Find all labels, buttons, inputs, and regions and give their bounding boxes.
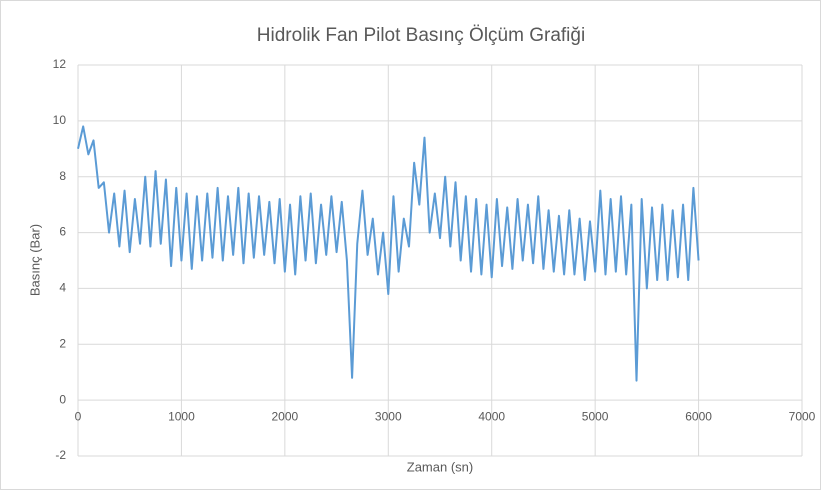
y-tick-label: 10 <box>53 113 67 127</box>
x-tick-label: 3000 <box>375 409 402 423</box>
x-tick-label: 0 <box>75 409 82 423</box>
y-axis-title: Basınç (Bar) <box>27 224 42 296</box>
x-tick-label: 7000 <box>789 409 816 423</box>
y-tick-label: 8 <box>59 169 66 183</box>
x-tick-label: 5000 <box>582 409 609 423</box>
x-tick-label: 1000 <box>168 409 195 423</box>
x-tick-label: 6000 <box>685 409 712 423</box>
y-tick-label: 12 <box>53 57 67 71</box>
chart-title: Hidrolik Fan Pilot Basınç Ölçüm Grafiği <box>257 25 585 46</box>
y-tick-label: -2 <box>55 448 66 462</box>
x-tick-label: 2000 <box>272 409 299 423</box>
x-axis-title: Zaman (sn) <box>407 459 473 474</box>
x-tick-label: 4000 <box>478 409 505 423</box>
y-tick-label: 0 <box>59 392 66 406</box>
y-tick-label: 2 <box>59 336 66 350</box>
y-tick-label: 6 <box>59 225 66 239</box>
data-line <box>77 125 700 382</box>
y-tick-label: 4 <box>59 281 66 295</box>
